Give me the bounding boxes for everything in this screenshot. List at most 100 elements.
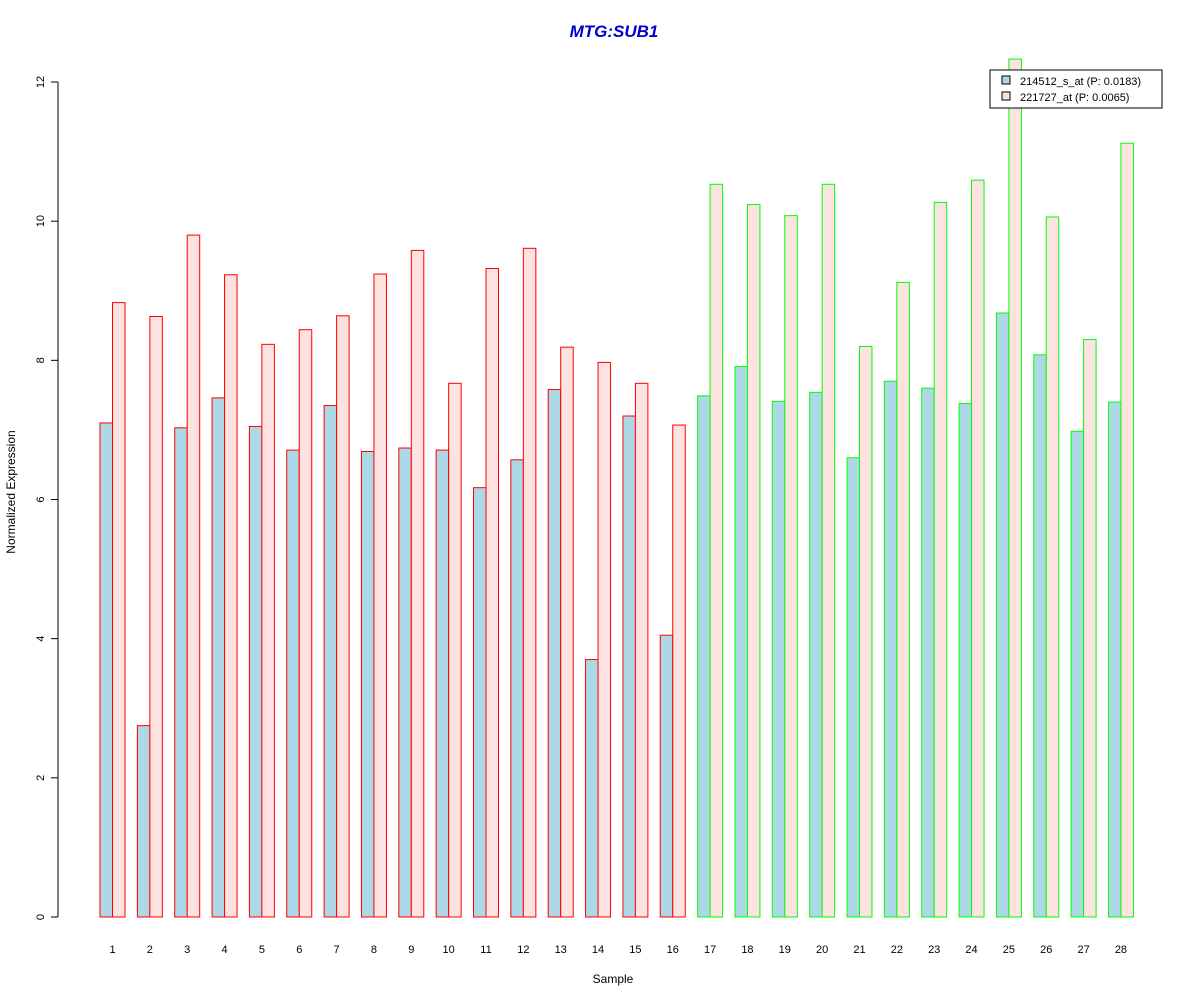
bar-series-2-sample-28	[1120, 142, 1134, 918]
bar-series-1-sample-27	[1070, 430, 1085, 918]
x-tick-label: 28	[1115, 944, 1127, 956]
x-tick-label: 12	[517, 944, 529, 956]
x-tick-label: 7	[334, 944, 340, 956]
bar-series-1-sample-28	[1107, 401, 1122, 918]
y-tick-label: 8	[35, 357, 47, 363]
bar-series-1-sample-14	[585, 659, 599, 918]
y-tick-label: 6	[35, 496, 47, 502]
bar-series-1-sample-13	[547, 389, 562, 918]
x-tick-label: 18	[741, 944, 753, 956]
bar-series-1-sample-16	[659, 634, 674, 918]
bar-series-1-sample-25	[995, 312, 1010, 918]
x-tick-label: 13	[555, 944, 567, 956]
bar-series-1-sample-2	[136, 725, 151, 918]
bar-series-2-sample-1	[112, 302, 126, 918]
x-tick-label: 10	[443, 944, 455, 956]
y-axis: 0 2 4 6 8 10 12	[35, 76, 59, 920]
bars-group	[99, 58, 1134, 918]
bar-series-2-sample-4	[224, 274, 238, 918]
bar-series-2-sample-8	[373, 273, 387, 918]
bar-series-2-sample-15	[634, 382, 649, 918]
bar-series-2-sample-5	[261, 343, 275, 918]
bar-series-2-sample-13	[560, 346, 574, 918]
bar-series-2-sample-2	[149, 315, 163, 918]
bar-series-1-sample-20	[809, 391, 823, 918]
x-tick-label: 17	[704, 944, 716, 956]
x-tick-label: 3	[184, 944, 190, 956]
bar-series-2-sample-16	[672, 424, 686, 918]
legend-label-series-2: 221727_at (P: 0.0065)	[1020, 92, 1129, 104]
bar-series-2-sample-7	[336, 315, 350, 918]
legend-label-series-1: 214512_s_at (P: 0.0183)	[1020, 76, 1141, 88]
x-tick-label: 1	[109, 944, 115, 956]
legend-swatch-series-1	[1001, 75, 1011, 85]
bar-series-2-sample-11	[485, 267, 499, 918]
bar-series-1-sample-3	[174, 427, 188, 918]
bar-series-1-sample-7	[323, 405, 338, 918]
bar-series-1-sample-26	[1033, 354, 1047, 918]
bar-series-1-sample-19	[771, 400, 786, 918]
bar-series-2-sample-14	[597, 361, 612, 918]
x-tick-label: 15	[629, 944, 641, 956]
x-tick-label: 6	[296, 944, 302, 956]
x-tick-label: 21	[853, 944, 865, 956]
bar-series-2-sample-26	[1045, 216, 1060, 918]
x-tick-label: 22	[891, 944, 903, 956]
bar-series-2-sample-6	[298, 329, 313, 918]
x-tick-label: 26	[1040, 944, 1052, 956]
x-tick-label: 19	[779, 944, 791, 956]
x-tick-label: 4	[221, 944, 227, 956]
bar-series-2-sample-21	[859, 345, 873, 918]
bar-series-2-sample-27	[1083, 338, 1097, 918]
x-tick-label: 25	[1003, 944, 1015, 956]
bar-series-2-sample-19	[784, 215, 798, 918]
legend: 214512_s_at (P: 0.0183) 221727_at (P: 0.…	[989, 69, 1163, 109]
y-tick-label: 0	[35, 914, 47, 920]
x-tick-label: 11	[480, 944, 491, 956]
x-tick-label: 14	[592, 944, 604, 956]
x-tick-label: 20	[816, 944, 828, 956]
bar-series-1-sample-6	[286, 449, 300, 918]
bar-series-1-sample-8	[360, 450, 375, 918]
x-tick-label: 2	[147, 944, 153, 956]
y-tick-label: 10	[35, 215, 47, 227]
bar-series-2-sample-12	[522, 247, 537, 918]
y-axis-title: Normalized Expression	[4, 430, 18, 553]
x-tick-label: 9	[408, 944, 414, 956]
bar-series-2-sample-18	[746, 203, 761, 918]
bar-series-1-sample-23	[921, 387, 935, 918]
x-tick-label: 23	[928, 944, 940, 956]
legend-swatch-series-2	[1001, 91, 1011, 101]
bar-series-1-sample-11	[473, 487, 487, 918]
bar-series-1-sample-24	[958, 402, 973, 918]
bar-series-1-sample-5	[248, 425, 263, 918]
bar-series-1-sample-17	[697, 395, 711, 918]
bar-series-1-sample-4	[211, 397, 226, 918]
x-tick-label: 24	[965, 944, 977, 956]
bar-series-1-sample-12	[510, 459, 524, 918]
bar-series-2-sample-23	[933, 201, 948, 918]
chart-title: MTG:SUB1	[570, 22, 659, 41]
bar-series-1-sample-18	[734, 366, 748, 918]
bar-series-1-sample-22	[883, 380, 898, 918]
bar-series-2-sample-20	[821, 183, 836, 918]
x-tick-label: 5	[259, 944, 265, 956]
x-axis-title: Sample	[593, 972, 634, 986]
y-tick-label: 12	[35, 76, 47, 88]
x-tick-labels: 1 2 3 4 5 6 7 8 9 10 11 12 13 14 15 16 17 18 19 20 21 22 23 24 2…	[109, 944, 1127, 956]
bar-series-2-sample-10	[448, 382, 462, 918]
bar-series-2-sample-25	[1008, 58, 1022, 918]
bar-series-2-sample-9	[410, 249, 425, 918]
bar-series-2-sample-22	[896, 281, 910, 918]
bar-series-1-sample-1	[99, 422, 113, 918]
bar-series-2-sample-17	[709, 183, 724, 918]
bar-series-1-sample-21	[846, 457, 860, 918]
x-tick-label: 16	[667, 944, 679, 956]
y-tick-label: 4	[35, 636, 47, 642]
legend-box	[989, 69, 1163, 109]
bar-series-1-sample-9	[398, 447, 412, 918]
bar-series-2-sample-3	[186, 234, 201, 918]
bar-series-2-sample-24	[971, 179, 985, 918]
bar-series-1-sample-10	[435, 449, 450, 918]
